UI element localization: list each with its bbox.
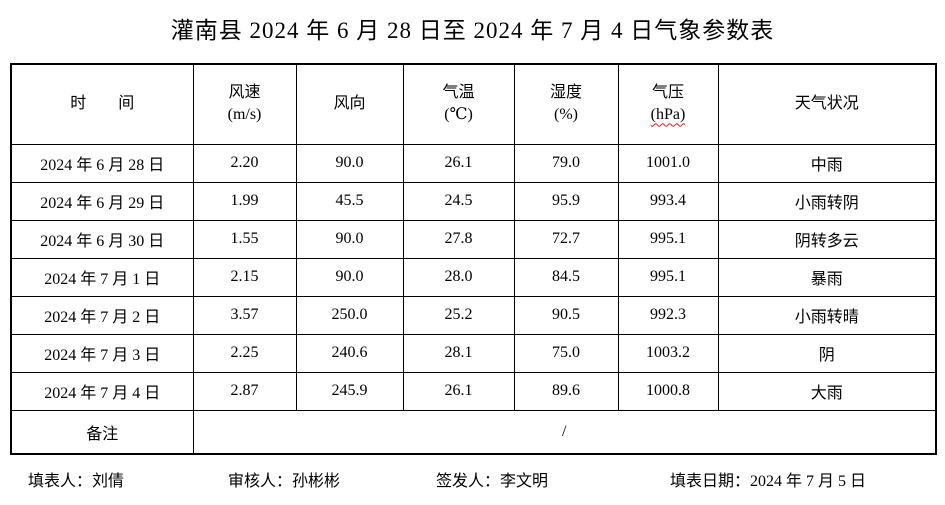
cell-date: 2024 年 7 月 2 日: [10, 295, 194, 335]
cell-wind-direction: 45.5: [295, 181, 404, 221]
cell-temperature: 25.2: [402, 295, 515, 335]
cell-humidity: 95.9: [513, 181, 619, 221]
header-temperature-unit: (℃): [444, 106, 473, 124]
cell-pressure: 1003.2: [617, 333, 719, 373]
cell-weather: 暴雨: [717, 257, 937, 297]
cell-weather: 阴: [717, 333, 937, 373]
cell-pressure: 995.1: [617, 257, 719, 297]
header-weather: 天气状况: [717, 63, 937, 145]
issuer-name: 签发人：李文明: [436, 473, 549, 490]
cell-wind-speed: 3.57: [192, 295, 297, 335]
header-pressure-label: 气压: [651, 84, 684, 102]
header-wind-speed-label: 风速: [228, 84, 261, 102]
header-temperature: 气温 (℃): [402, 63, 515, 145]
cell-temperature: 28.0: [402, 257, 515, 297]
cell-humidity: 79.0: [513, 143, 619, 183]
table-header-row: 时 间 风速 (m/s) 风向 气温 (℃) 湿度 (%) 气压 (hPa): [10, 63, 937, 145]
header-wind-direction-label: 风向: [333, 95, 366, 113]
cell-pressure: 993.4: [617, 181, 719, 221]
cell-humidity: 72.7: [513, 219, 619, 259]
cell-date: 2024 年 6 月 30 日: [10, 219, 194, 259]
cell-temperature: 26.1: [402, 143, 515, 183]
document-page: 灌南县 2024 年 6 月 28 日至 2024 年 7 月 4 日气象参数表…: [0, 13, 945, 505]
weather-table: 时 间 风速 (m/s) 风向 气温 (℃) 湿度 (%) 气压 (hPa): [10, 63, 937, 455]
table-row: 2024 年 7 月 3 日 2.25 240.6 28.1 75.0 1003…: [10, 333, 937, 373]
cell-date: 2024 年 6 月 28 日: [10, 143, 194, 183]
cell-humidity: 84.5: [513, 257, 619, 297]
cell-wind-speed: 2.25: [192, 333, 297, 373]
cell-temperature: 28.1: [402, 333, 515, 373]
cell-wind-direction: 250.0: [295, 295, 404, 335]
table-row: 2024 年 7 月 1 日 2.15 90.0 28.0 84.5 995.1…: [10, 257, 937, 297]
remark-label: 备注: [10, 409, 194, 455]
remark-value: /: [192, 409, 937, 455]
header-humidity: 湿度 (%): [513, 63, 619, 145]
document-footer: 填表人：刘倩 审核人：孙彬彬 签发人：李文明 填表日期：2024 年 7 月 5…: [0, 455, 945, 500]
cell-wind-speed: 1.99: [192, 181, 297, 221]
cell-weather: 阴转多云: [717, 219, 937, 259]
reviewer-name: 审核人：孙彬彬: [228, 473, 341, 490]
cell-weather: 大雨: [717, 371, 937, 411]
table-row: 2024 年 6 月 30 日 1.55 90.0 27.8 72.7 995.…: [10, 219, 937, 259]
header-temperature-label: 气温: [442, 84, 475, 102]
cell-pressure: 1000.8: [617, 371, 719, 411]
cell-temperature: 27.8: [402, 219, 515, 259]
header-humidity-unit: (%): [554, 106, 578, 124]
header-time-label: 时 间: [70, 95, 135, 113]
cell-pressure: 992.3: [617, 295, 719, 335]
remark-row: 备注 /: [10, 409, 937, 455]
preparer-name: 填表人：刘倩: [28, 473, 125, 490]
cell-humidity: 89.6: [513, 371, 619, 411]
cell-wind-speed: 2.87: [192, 371, 297, 411]
table-row: 2024 年 7 月 2 日 3.57 250.0 25.2 90.5 992.…: [10, 295, 937, 335]
header-pressure-unit: (hPa): [619, 104, 717, 126]
cell-humidity: 90.5: [513, 295, 619, 335]
spellcheck-underline: (hPa): [650, 106, 686, 124]
cell-date: 2024 年 6 月 29 日: [10, 181, 194, 221]
cell-date: 2024 年 7 月 1 日: [10, 257, 194, 297]
cell-weather: 小雨转阴: [717, 181, 937, 221]
cell-pressure: 1001.0: [617, 143, 719, 183]
header-weather-label: 天气状况: [794, 95, 859, 113]
cell-humidity: 75.0: [513, 333, 619, 373]
header-time: 时 间: [10, 63, 194, 145]
cell-weather: 中雨: [717, 143, 937, 183]
cell-wind-direction: 245.9: [295, 371, 404, 411]
header-wind-direction: 风向: [295, 63, 404, 145]
cell-pressure: 995.1: [617, 219, 719, 259]
cell-wind-speed: 2.15: [192, 257, 297, 297]
table-row: 2024 年 7 月 4 日 2.87 245.9 26.1 89.6 1000…: [10, 371, 937, 411]
header-wind-speed-unit: (m/s): [227, 106, 262, 124]
cell-wind-direction: 90.0: [295, 257, 404, 297]
cell-wind-direction: 90.0: [295, 143, 404, 183]
cell-date: 2024 年 7 月 3 日: [10, 333, 194, 373]
cell-temperature: 24.5: [402, 181, 515, 221]
header-humidity-label: 湿度: [549, 84, 582, 102]
cell-weather: 小雨转晴: [717, 295, 937, 335]
header-wind-speed: 风速 (m/s): [192, 63, 297, 145]
cell-date: 2024 年 7 月 4 日: [10, 371, 194, 411]
table-row: 2024 年 6 月 29 日 1.99 45.5 24.5 95.9 993.…: [10, 181, 937, 221]
cell-wind-direction: 90.0: [295, 219, 404, 259]
header-pressure: 气压 (hPa): [617, 63, 719, 145]
cell-wind-speed: 1.55: [192, 219, 297, 259]
cell-wind-speed: 2.20: [192, 143, 297, 183]
table-row: 2024 年 6 月 28 日 2.20 90.0 26.1 79.0 1001…: [10, 143, 937, 183]
form-date: 填表日期：2024 年 7 月 5 日: [670, 473, 867, 490]
cell-wind-direction: 240.6: [295, 333, 404, 373]
document-title: 灌南县 2024 年 6 月 28 日至 2024 年 7 月 4 日气象参数表: [170, 18, 775, 43]
cell-temperature: 26.1: [402, 371, 515, 411]
